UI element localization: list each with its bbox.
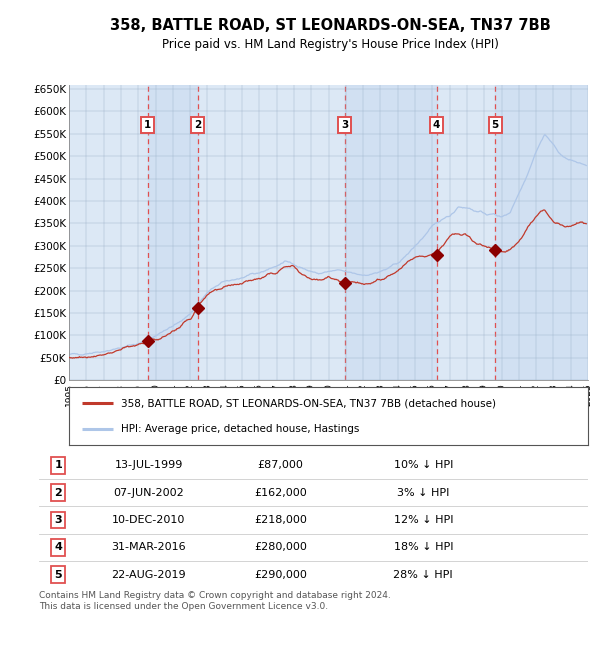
Text: £290,000: £290,000 xyxy=(254,569,307,580)
Text: 5: 5 xyxy=(491,120,499,130)
Text: 3: 3 xyxy=(55,515,62,525)
Text: 4: 4 xyxy=(433,120,440,130)
Text: 07-JUN-2002: 07-JUN-2002 xyxy=(113,488,184,498)
Text: 5: 5 xyxy=(55,569,62,580)
Text: 10-DEC-2010: 10-DEC-2010 xyxy=(112,515,185,525)
Text: 3: 3 xyxy=(341,120,349,130)
Text: 1: 1 xyxy=(55,460,62,471)
Text: 12% ↓ HPI: 12% ↓ HPI xyxy=(394,515,453,525)
Text: 2: 2 xyxy=(194,120,202,130)
Bar xyxy=(495,84,588,380)
Text: 358, BATTLE ROAD, ST LEONARDS-ON-SEA, TN37 7BB (detached house): 358, BATTLE ROAD, ST LEONARDS-ON-SEA, TN… xyxy=(121,398,496,408)
Text: £218,000: £218,000 xyxy=(254,515,307,525)
Text: Price paid vs. HM Land Registry's House Price Index (HPI): Price paid vs. HM Land Registry's House … xyxy=(161,38,499,51)
Text: 28% ↓ HPI: 28% ↓ HPI xyxy=(394,569,453,580)
Bar xyxy=(345,84,437,380)
Text: £87,000: £87,000 xyxy=(257,460,304,471)
Text: 2: 2 xyxy=(55,488,62,498)
Text: £162,000: £162,000 xyxy=(254,488,307,498)
Text: Contains HM Land Registry data © Crown copyright and database right 2024.
This d: Contains HM Land Registry data © Crown c… xyxy=(39,592,391,611)
Text: 3% ↓ HPI: 3% ↓ HPI xyxy=(397,488,449,498)
Text: 358, BATTLE ROAD, ST LEONARDS-ON-SEA, TN37 7BB: 358, BATTLE ROAD, ST LEONARDS-ON-SEA, TN… xyxy=(110,18,550,34)
Text: 10% ↓ HPI: 10% ↓ HPI xyxy=(394,460,453,471)
Text: £280,000: £280,000 xyxy=(254,542,307,552)
Text: 31-MAR-2016: 31-MAR-2016 xyxy=(112,542,186,552)
Text: 1: 1 xyxy=(144,120,151,130)
Text: 22-AUG-2019: 22-AUG-2019 xyxy=(112,569,186,580)
Text: 13-JUL-1999: 13-JUL-1999 xyxy=(115,460,183,471)
Text: 18% ↓ HPI: 18% ↓ HPI xyxy=(394,542,453,552)
Bar xyxy=(148,84,198,380)
Text: HPI: Average price, detached house, Hastings: HPI: Average price, detached house, Hast… xyxy=(121,424,359,434)
Text: 4: 4 xyxy=(54,542,62,552)
